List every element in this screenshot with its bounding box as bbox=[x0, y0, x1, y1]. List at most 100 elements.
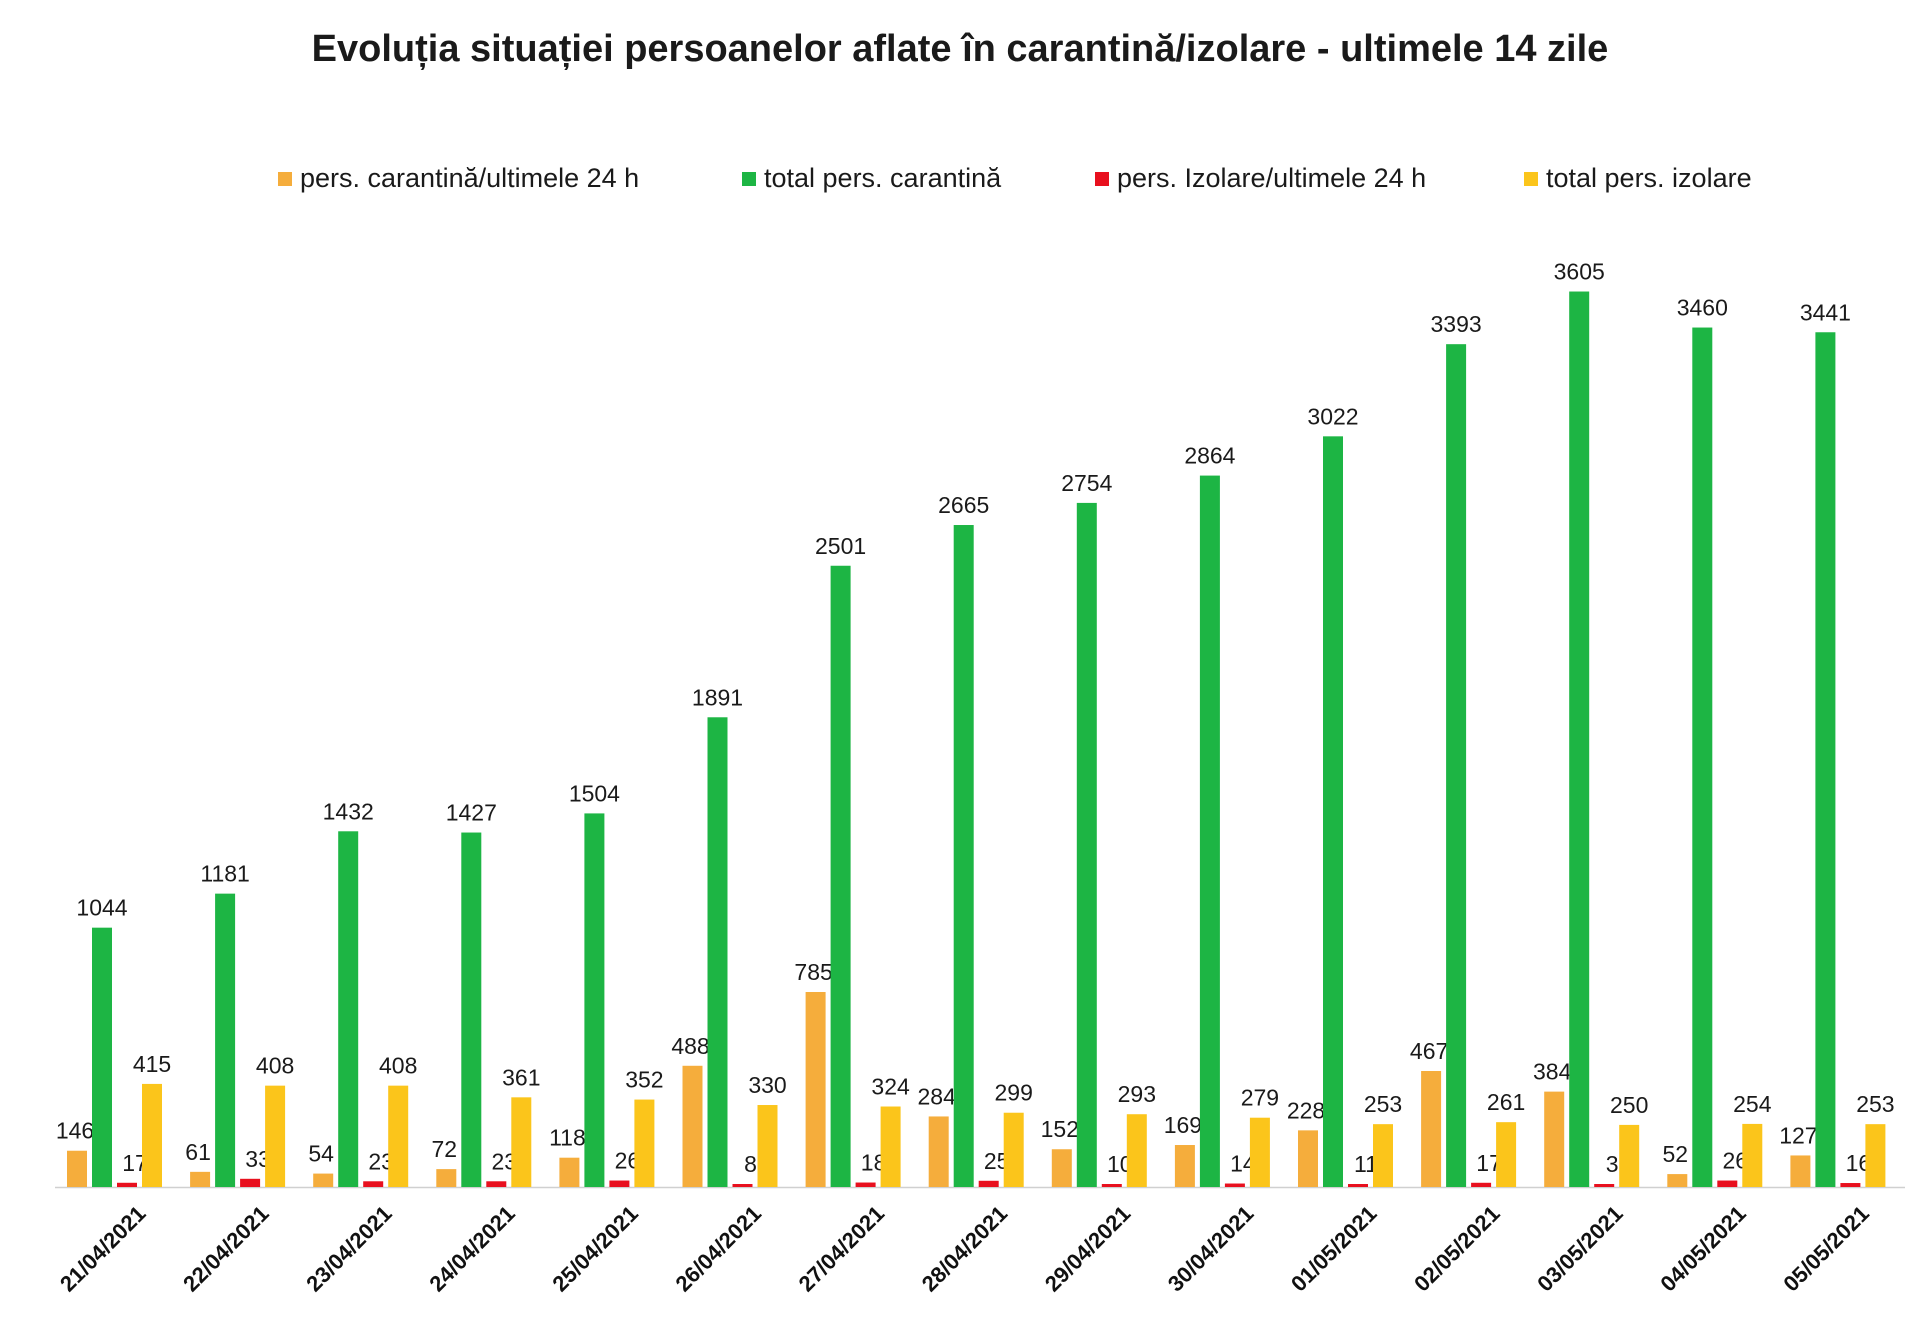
data-label: 1891 bbox=[692, 684, 743, 710]
bar-isolation-24h bbox=[363, 1181, 384, 1187]
bar-isolation-24h bbox=[1224, 1183, 1245, 1187]
data-label: 415 bbox=[133, 1051, 171, 1077]
bar-isolation-total bbox=[1373, 1124, 1393, 1187]
bar-isolation-24h bbox=[855, 1182, 876, 1187]
data-label: 61 bbox=[185, 1139, 211, 1165]
bar-isolation-total bbox=[1865, 1124, 1886, 1187]
bar-isolation-total bbox=[1619, 1124, 1640, 1187]
bar-isolation-total bbox=[142, 1083, 162, 1187]
bar-isolation-24h bbox=[1717, 1180, 1738, 1187]
data-label: 152 bbox=[1041, 1116, 1079, 1142]
data-label: 3460 bbox=[1677, 295, 1728, 321]
data-label: 228 bbox=[1287, 1097, 1325, 1123]
data-label: 299 bbox=[995, 1080, 1033, 1106]
legend-swatch-quarantine-total bbox=[742, 171, 756, 186]
bar-quarantine-24h bbox=[1667, 1174, 1688, 1187]
bar-quarantine-24h bbox=[805, 992, 826, 1187]
data-label: 8 bbox=[744, 1151, 757, 1177]
data-label: 361 bbox=[502, 1064, 540, 1090]
data-label: 1044 bbox=[76, 895, 127, 921]
bar-quarantine-24h bbox=[559, 1157, 580, 1187]
bar-quarantine-24h bbox=[1790, 1155, 1811, 1187]
data-label: 3 bbox=[1606, 1151, 1619, 1177]
x-tick-label: 27/04/2021 bbox=[794, 1201, 890, 1297]
bar-isolation-total bbox=[1742, 1123, 1763, 1187]
bar-quarantine-24h bbox=[436, 1169, 457, 1187]
x-tick-label: 28/04/2021 bbox=[917, 1201, 1013, 1297]
bar-isolation-total bbox=[388, 1085, 409, 1187]
data-label: 2665 bbox=[938, 492, 989, 518]
bar-quarantine-24h bbox=[928, 1116, 949, 1187]
x-tick-label: 24/04/2021 bbox=[424, 1201, 520, 1297]
legend-swatch-isolation-24h bbox=[1095, 171, 1109, 186]
bar-quarantine-total bbox=[584, 813, 605, 1187]
x-tick-label: 05/05/2021 bbox=[1778, 1201, 1874, 1297]
x-tick-label: 04/05/2021 bbox=[1655, 1201, 1751, 1297]
legend-label-quarantine-24h: pers. carantină/ultimele 24 h bbox=[300, 163, 640, 193]
data-label: 1181 bbox=[200, 861, 249, 887]
data-label: 488 bbox=[671, 1033, 709, 1059]
bar-quarantine-total bbox=[1692, 327, 1713, 1187]
bar-quarantine-24h bbox=[1174, 1145, 1195, 1187]
bar-quarantine-24h bbox=[1051, 1149, 1072, 1187]
data-label: 3393 bbox=[1431, 311, 1482, 337]
bar-isolation-24h bbox=[486, 1181, 507, 1187]
bar-isolation-total bbox=[265, 1085, 286, 1187]
bar-quarantine-total bbox=[953, 525, 974, 1187]
legend-label-isolation-total: total pers. izolare bbox=[1546, 163, 1752, 193]
data-label: 253 bbox=[1364, 1091, 1402, 1117]
bar-quarantine-total bbox=[1815, 332, 1836, 1187]
bar-quarantine-total bbox=[830, 565, 851, 1187]
bar-isolation-24h bbox=[609, 1180, 630, 1187]
bar-isolation-24h bbox=[732, 1184, 753, 1187]
data-label: 11 bbox=[1354, 1151, 1378, 1177]
data-label: 293 bbox=[1118, 1081, 1156, 1107]
bar-isolation-24h bbox=[1471, 1182, 1492, 1187]
data-label: 1504 bbox=[569, 780, 620, 806]
bar-quarantine-total bbox=[338, 831, 359, 1187]
bar-quarantine-total bbox=[1076, 502, 1097, 1188]
x-tick-label: 23/04/2021 bbox=[301, 1201, 397, 1297]
data-label: 127 bbox=[1779, 1122, 1817, 1148]
bar-isolation-total bbox=[511, 1097, 532, 1187]
bar-quarantine-24h bbox=[1544, 1091, 1565, 1187]
data-label: 2864 bbox=[1184, 443, 1235, 469]
data-label: 3441 bbox=[1800, 299, 1851, 325]
data-label: 352 bbox=[625, 1067, 663, 1093]
data-label: 785 bbox=[794, 959, 832, 985]
bar-quarantine-total bbox=[1323, 436, 1343, 1187]
bar-isolation-24h bbox=[1840, 1183, 1861, 1187]
bar-quarantine-24h bbox=[313, 1173, 334, 1187]
bar-isolation-total bbox=[1126, 1114, 1147, 1187]
data-label: 408 bbox=[379, 1053, 417, 1079]
data-label: 169 bbox=[1164, 1112, 1202, 1138]
bar-quarantine-24h bbox=[1298, 1130, 1318, 1187]
legend-item-isolation-24h: pers. Izolare/ultimele 24 h bbox=[1095, 163, 1426, 194]
bar-isolation-total bbox=[880, 1106, 901, 1187]
legend-label-isolation-24h: pers. Izolare/ultimele 24 h bbox=[1117, 163, 1427, 193]
bar-quarantine-total bbox=[461, 832, 482, 1187]
bar-isolation-24h bbox=[1101, 1184, 1122, 1187]
data-label: 254 bbox=[1733, 1091, 1772, 1117]
bar-quarantine-total bbox=[92, 927, 112, 1187]
bar-quarantine-24h bbox=[682, 1065, 703, 1187]
x-tick-label: 22/04/2021 bbox=[178, 1201, 274, 1297]
data-label: 52 bbox=[1663, 1141, 1689, 1167]
data-label: 54 bbox=[308, 1141, 334, 1167]
x-tick-label: 26/04/2021 bbox=[670, 1201, 766, 1297]
bar-quarantine-total bbox=[215, 893, 236, 1187]
data-label: 2754 bbox=[1061, 470, 1112, 496]
data-label: 324 bbox=[871, 1074, 910, 1100]
bar-quarantine-24h bbox=[67, 1150, 87, 1187]
data-label: 408 bbox=[256, 1053, 294, 1079]
bar-quarantine-total bbox=[1569, 291, 1590, 1187]
bar-quarantine-24h bbox=[1421, 1070, 1442, 1187]
legend-label-quarantine-total: total pers. carantină bbox=[764, 163, 1002, 193]
data-label: 3022 bbox=[1307, 403, 1358, 429]
data-label: 1427 bbox=[446, 800, 497, 826]
data-label: 72 bbox=[432, 1136, 458, 1162]
chart-title: Evoluția situației persoanelor aflate în… bbox=[311, 28, 1609, 70]
data-label: 330 bbox=[748, 1072, 786, 1098]
x-tick-label: 25/04/2021 bbox=[547, 1201, 643, 1297]
bar-isolation-24h bbox=[978, 1180, 999, 1187]
